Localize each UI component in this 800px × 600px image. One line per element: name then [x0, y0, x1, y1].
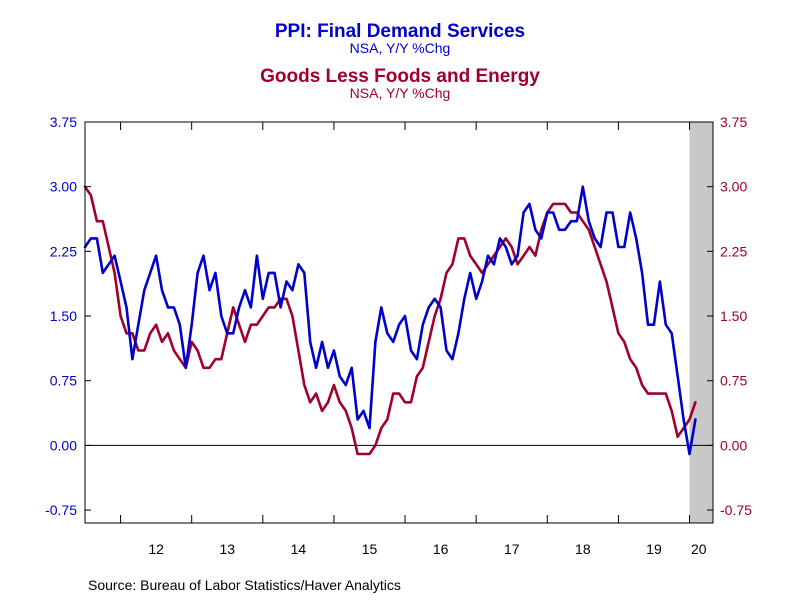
x-tick-label: 14 [291, 541, 307, 557]
series2-title: Goods Less Foods and Energy [260, 66, 540, 87]
x-tick-label: 15 [362, 541, 378, 557]
right-y-tick-label: -0.75 [720, 502, 752, 518]
left-y-tick-label: 0.00 [50, 437, 77, 453]
right-y-tick-label: 0.75 [720, 373, 747, 389]
source-note: Source: Bureau of Labor Statistics/Haver… [88, 577, 401, 593]
series1-subtitle: NSA, Y/Y %Chg [349, 40, 451, 56]
left-y-tick-label: 3.75 [50, 114, 77, 130]
x-tick-label: 19 [646, 541, 662, 557]
left-y-tick-label: 0.75 [50, 373, 77, 389]
x-tick-label: 20 [691, 541, 707, 557]
left-y-tick-label: 1.50 [50, 308, 77, 324]
recession-shading [689, 122, 713, 523]
plot-area [85, 122, 713, 523]
x-tick-label: 17 [504, 541, 520, 557]
x-tick-label: 13 [219, 541, 235, 557]
x-tick-label: 16 [433, 541, 449, 557]
plot-frame [84, 121, 714, 524]
series2-subtitle: NSA, Y/Y %Chg [349, 85, 451, 101]
right-y-tick-label: 2.25 [720, 243, 747, 259]
left-y-tick-label: -0.75 [45, 502, 77, 518]
series-line-ppi-services [83, 185, 697, 456]
series1-title: PPI: Final Demand Services [274, 21, 526, 42]
x-tick-label: 12 [148, 541, 164, 557]
right-y-tick-label: 3.75 [720, 114, 747, 130]
left-y-tick-label: 2.25 [50, 243, 77, 259]
x-tick-label: 18 [575, 541, 591, 557]
right-y-tick-label: 1.50 [720, 308, 747, 324]
right-y-tick-label: 3.00 [720, 179, 747, 195]
left-y-tick-label: 3.00 [50, 179, 77, 195]
right-y-tick-label: 0.00 [720, 437, 747, 453]
